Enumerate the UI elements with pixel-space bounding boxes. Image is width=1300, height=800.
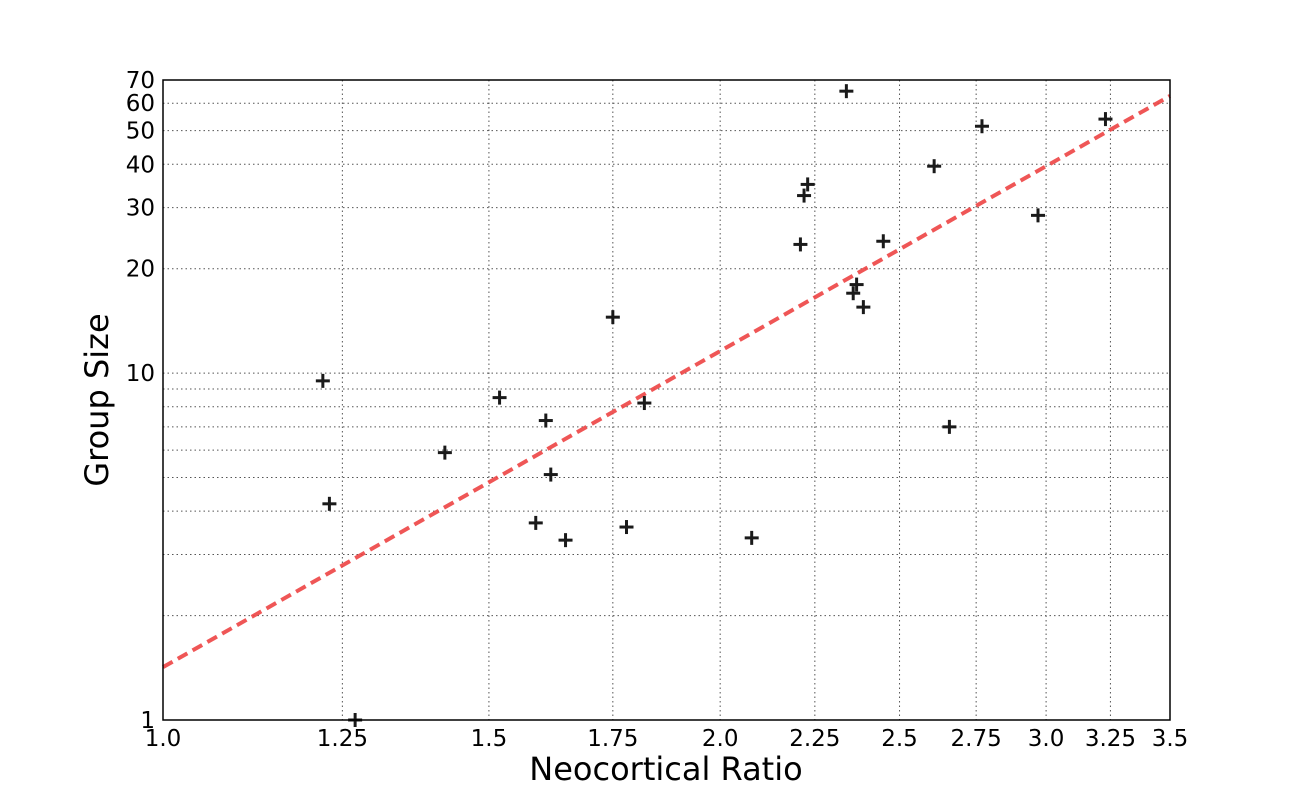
data-point [437, 445, 452, 460]
data-point [315, 373, 330, 388]
data-point [797, 188, 812, 203]
x-tick-label: 3.5 [1152, 726, 1189, 752]
y-tick-label: 60 [126, 91, 155, 117]
x-tick-labels: 1.0 1.25 1.5 1.75 2.0 2.25 2.5 2.75 3.0 3.25 3.5 [145, 726, 1189, 752]
data-point [528, 515, 543, 530]
x-tick-label: 1.25 [317, 726, 368, 752]
y-tick-label: 20 [126, 257, 155, 283]
data-point [846, 286, 861, 301]
data-point [543, 467, 558, 482]
data-point [492, 390, 507, 405]
y-tick-label: 10 [126, 361, 155, 387]
grid-lines [162, 79, 1171, 720]
data-point [927, 159, 942, 174]
data-point [558, 533, 573, 548]
fit-line [162, 94, 1171, 669]
data-point [793, 237, 808, 252]
y-tick-label: 30 [126, 196, 155, 222]
data-point [800, 177, 815, 192]
x-axis-label: Neocortical Ratio [529, 750, 802, 788]
data-point [538, 413, 553, 428]
data-point [856, 300, 871, 315]
data-point [619, 520, 634, 535]
x-tick-label: 2.5 [881, 726, 918, 752]
y-tick-label: 1 [140, 708, 155, 734]
x-tick-label: 1.0 [145, 726, 182, 752]
y-tick-label: 50 [126, 119, 155, 145]
data-point [1098, 112, 1113, 127]
data-point [605, 310, 620, 325]
x-tick-label: 2.75 [951, 726, 1002, 752]
x-tick-label: 3.0 [1028, 726, 1065, 752]
data-point [637, 396, 652, 411]
data-point [839, 84, 854, 99]
data-point [942, 419, 957, 434]
data-point [876, 234, 891, 249]
data-point [744, 530, 759, 545]
y-tick-label: 40 [126, 152, 155, 178]
x-tick-label: 2.0 [702, 726, 739, 752]
data-point [1031, 208, 1046, 223]
y-axis-label: Group Size [78, 313, 116, 486]
x-tick-label: 2.25 [789, 726, 840, 752]
x-tick-label: 3.25 [1085, 726, 1136, 752]
plot-frame [162, 79, 1171, 721]
data-point [322, 496, 337, 511]
x-tick-label: 1.75 [587, 726, 638, 752]
fit-line-layer [162, 94, 1171, 669]
data-point [974, 119, 989, 134]
y-tick-label: 70 [126, 68, 155, 94]
data-points [315, 84, 1113, 727]
x-tick-label: 1.5 [471, 726, 508, 752]
data-point [849, 277, 864, 292]
